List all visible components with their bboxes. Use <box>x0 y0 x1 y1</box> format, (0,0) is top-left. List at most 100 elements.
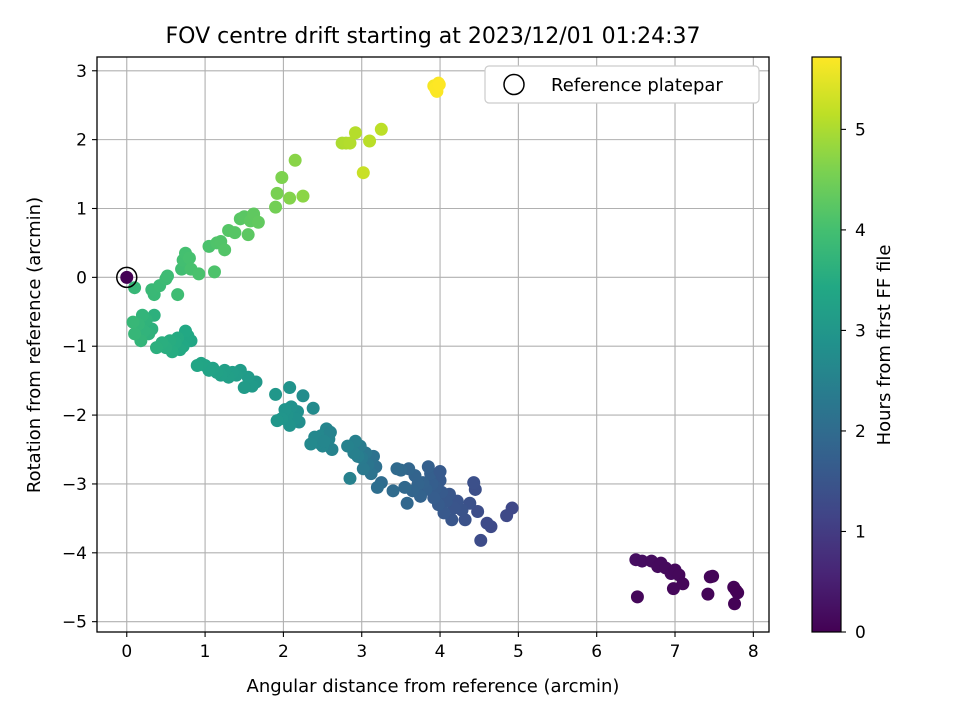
data-point <box>474 533 488 547</box>
x-tick-label: 3 <box>356 642 367 662</box>
data-point <box>433 465 447 479</box>
x-axis-ticks: 0 1 2 3 4 5 6 7 8 <box>121 632 759 662</box>
x-tick-label: 2 <box>278 642 289 662</box>
y-tick-label: 3 <box>76 62 87 82</box>
data-point <box>467 476 481 490</box>
scatter-points <box>116 76 745 611</box>
data-point <box>190 359 204 373</box>
data-point <box>304 437 318 451</box>
x-tick-label: 7 <box>670 642 681 662</box>
data-point <box>421 460 435 474</box>
data-point <box>241 228 255 242</box>
data-point <box>207 265 221 279</box>
data-point <box>398 480 412 494</box>
data-point <box>218 243 232 257</box>
colorbar: 0 1 2 3 4 5 Hours from first FF file <box>811 56 895 643</box>
data-point <box>635 554 649 568</box>
y-axis-label: Rotation from reference (arcmin) <box>24 197 45 493</box>
data-point <box>128 281 142 295</box>
data-point <box>370 480 384 494</box>
data-point <box>283 191 297 205</box>
data-point <box>356 462 370 476</box>
data-point <box>283 381 297 395</box>
x-tick-label: 6 <box>591 642 602 662</box>
colorbar-label: Hours from first FF file <box>874 245 895 446</box>
x-tick-label: 8 <box>748 642 759 662</box>
data-point <box>288 153 302 167</box>
plot-frame <box>96 56 770 633</box>
data-point <box>728 597 742 611</box>
x-tick-label: 0 <box>121 642 132 662</box>
data-point <box>500 509 514 523</box>
colorbar-rect <box>811 56 842 633</box>
data-point <box>427 491 441 505</box>
data-point <box>676 577 690 591</box>
data-point <box>390 462 404 476</box>
x-tick-label: 5 <box>513 642 524 662</box>
reference-marker <box>116 266 138 289</box>
y-tick-label: −3 <box>62 475 87 495</box>
data-point <box>343 471 357 485</box>
data-point <box>374 122 388 136</box>
data-point <box>701 587 715 601</box>
colorbar-tick-label: 5 <box>855 120 866 140</box>
data-point <box>270 414 284 428</box>
data-point <box>341 439 355 453</box>
data-point <box>171 288 185 302</box>
y-tick-label: 0 <box>76 268 87 288</box>
data-point <box>269 387 283 401</box>
data-point <box>706 569 720 583</box>
y-tick-label: −1 <box>62 337 87 357</box>
data-point <box>228 226 242 240</box>
y-tick-label: −4 <box>62 544 87 564</box>
data-point <box>296 389 310 403</box>
data-point <box>192 267 206 281</box>
data-point <box>150 341 164 355</box>
data-point <box>343 136 357 150</box>
y-tick-label: 1 <box>76 199 87 219</box>
colorbar-tick-label: 4 <box>855 221 866 241</box>
data-point <box>386 484 400 498</box>
data-point <box>126 315 140 329</box>
legend: Reference platepar <box>484 65 760 104</box>
data-point <box>729 584 743 598</box>
y-tick-label: −5 <box>62 613 87 633</box>
data-point <box>296 189 310 203</box>
data-point <box>237 381 251 395</box>
data-point <box>480 516 494 530</box>
data-point <box>630 590 644 604</box>
grid-lines <box>97 57 769 632</box>
colorbar-tick-label: 0 <box>855 623 866 643</box>
colorbar-tick-label: 1 <box>855 522 866 542</box>
legend-marker <box>503 73 525 96</box>
data-point <box>128 327 142 341</box>
chart-title: FOV centre drift starting at 2023/12/01 … <box>166 24 701 49</box>
y-axis-ticks: −5 −4 −3 −2 −1 0 1 2 3 <box>62 62 97 633</box>
x-tick-label: 4 <box>435 642 446 662</box>
data-point <box>251 215 265 229</box>
data-point <box>270 186 284 200</box>
data-point <box>275 171 289 185</box>
data-point <box>120 270 134 284</box>
legend-box <box>484 65 760 104</box>
y-tick-label: −2 <box>62 406 87 426</box>
data-point <box>356 166 370 180</box>
legend-entry: Reference platepar <box>551 75 723 96</box>
data-point <box>400 496 414 510</box>
x-axis-label: Angular distance from reference (arcmin) <box>247 676 620 697</box>
data-point <box>348 126 362 140</box>
data-point <box>182 251 196 265</box>
data-point <box>471 504 485 518</box>
y-tick-label: 2 <box>76 131 87 151</box>
data-point <box>306 401 320 415</box>
colorbar-ticks: 0 1 2 3 4 5 <box>841 120 866 643</box>
data-point <box>269 200 283 214</box>
colorbar-tick-label: 2 <box>855 422 866 442</box>
data-point <box>432 78 446 92</box>
colorbar-tick-label: 3 <box>855 321 866 341</box>
x-tick-label: 1 <box>200 642 211 662</box>
data-point <box>363 134 377 148</box>
data-point <box>317 434 331 448</box>
data-point <box>160 269 174 283</box>
